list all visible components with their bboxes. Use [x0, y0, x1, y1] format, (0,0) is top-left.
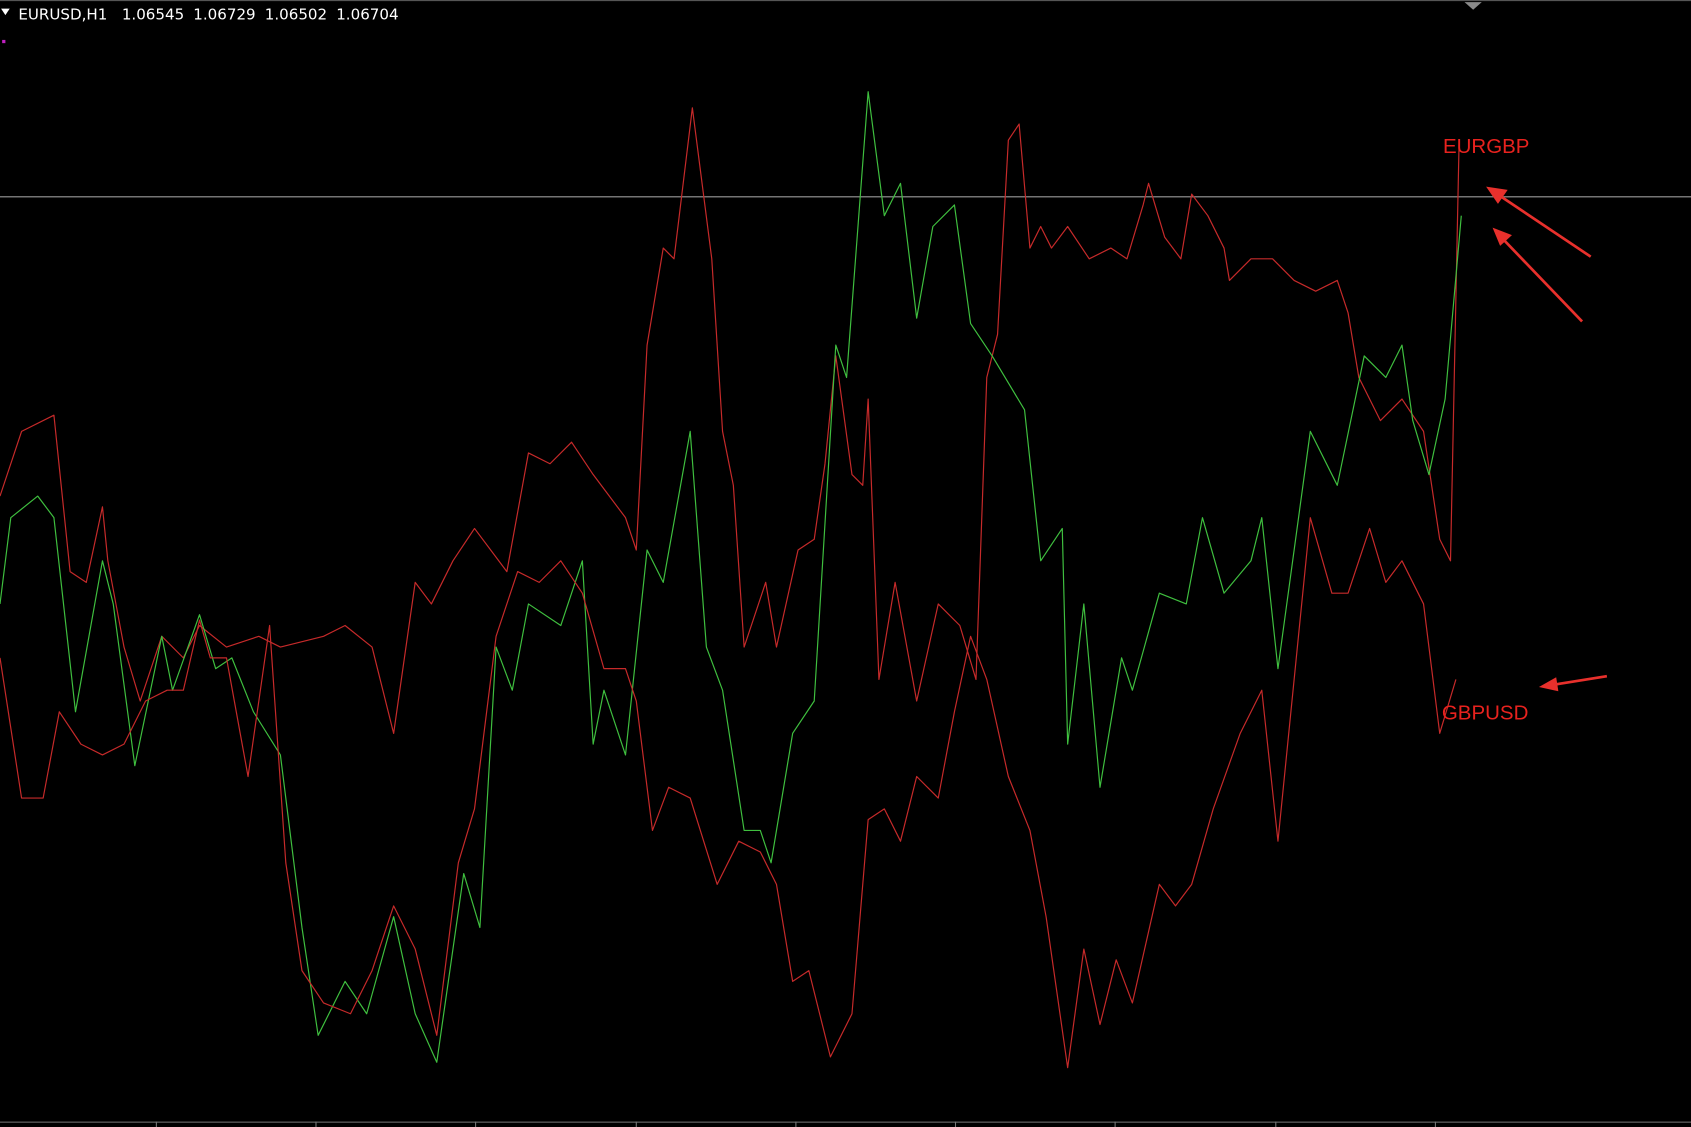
- time-ticks: [155, 1121, 1436, 1127]
- collapse-toggle[interactable]: [1, 8, 10, 16]
- low-price: 1.06502: [265, 5, 327, 23]
- price-line: [0, 107, 1460, 734]
- indicator-marker: [2, 39, 6, 44]
- price-line: [0, 91, 1462, 1063]
- close-price: 1.06704: [336, 5, 398, 23]
- plot-area: [0, 91, 1691, 1069]
- chart-header: EURUSD,H1 1.06545 1.06729 1.06502 1.0670…: [18, 5, 398, 23]
- arrow-head: [1492, 227, 1512, 246]
- symbol-annotation: GBPUSD: [1442, 701, 1529, 724]
- open-price: 1.06545: [122, 5, 184, 23]
- arrow: [1552, 674, 1608, 687]
- arrow-head: [1486, 186, 1508, 204]
- shift-marker[interactable]: [1464, 2, 1482, 10]
- arrow-head: [1538, 677, 1559, 692]
- symbol-annotation: EURGBP: [1443, 135, 1530, 158]
- symbol: EURUSD,H1: [18, 5, 107, 23]
- price-line: [0, 517, 1457, 1069]
- arrow: [1501, 237, 1584, 323]
- arrows: [1486, 186, 1608, 692]
- arrow: [1498, 194, 1592, 258]
- high-price: 1.06729: [193, 5, 255, 23]
